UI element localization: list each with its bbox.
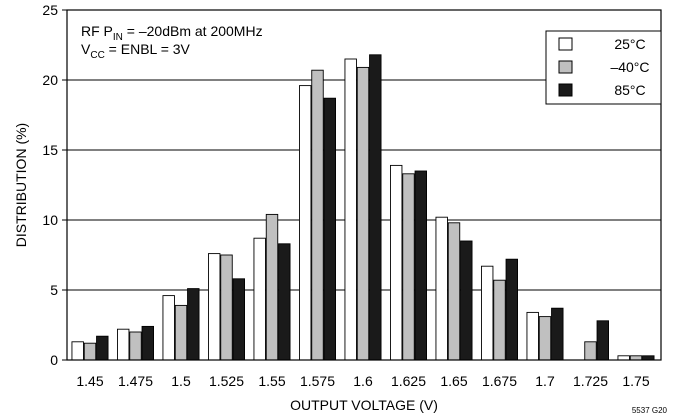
bar-85-C-1-55 — [278, 243, 291, 361]
legend-swatch-25-C — [558, 37, 573, 51]
bar-25-C-1-55 — [253, 237, 266, 361]
plot-frame — [66, 9, 662, 361]
y-tick-label-0: 0 — [50, 352, 58, 368]
legend-label-40-C: –40°C — [610, 59, 649, 75]
bar-85-C-1-675 — [505, 258, 518, 361]
legend-swatch-40-C — [558, 60, 573, 74]
bar-25-C-1-575 — [299, 85, 312, 361]
bar-85-C-1-575 — [323, 97, 336, 361]
bars — [71, 54, 655, 361]
bar-25-C-1-475 — [116, 328, 130, 361]
bar-25-C-1-65 — [435, 216, 448, 361]
bar-40-C-1-625 — [402, 173, 415, 361]
x-tick-label-1-575: 1.575 — [300, 373, 335, 389]
bar-85-C-1-525 — [232, 278, 246, 361]
legend-label-85-C: 85°C — [614, 82, 645, 98]
vcc-suffix: = ENBL = 3V — [105, 41, 191, 57]
figure-id: 5537 G20 — [632, 406, 668, 415]
bar-40-C-1-6 — [356, 66, 370, 361]
bar-85-C-1-7 — [551, 307, 564, 361]
y-tick-label-20: 20 — [42, 72, 58, 88]
y-axis-label: DISTRIBUTION (%) — [13, 123, 29, 247]
rf-suffix: = –20dBm at 200MHz — [123, 23, 263, 39]
bar-85-C-1-475 — [141, 325, 155, 361]
bar-40-C-1-525 — [220, 254, 233, 361]
rf-subscript: IN — [113, 32, 123, 43]
bar-40-C-1-45 — [83, 342, 97, 361]
bar-25-C-1-6 — [344, 58, 357, 361]
x-tick-label-1-725: 1.725 — [573, 373, 608, 389]
bar-25-C-1-625 — [390, 164, 403, 361]
bar-85-C-1-625 — [414, 170, 427, 361]
x-tick-label-1-6: 1.6 — [353, 373, 373, 389]
x-tick-label-1-55: 1.55 — [258, 373, 285, 389]
x-tick-label-1-45: 1.45 — [76, 373, 103, 389]
bar-40-C-1-65 — [447, 222, 461, 361]
x-tick-label-1-475: 1.475 — [118, 373, 153, 389]
vcc-subscript: CC — [90, 50, 104, 61]
bar-25-C-1-525 — [207, 253, 221, 361]
bar-25-C-1-75 — [617, 355, 630, 361]
bar-40-C-1-5 — [174, 304, 188, 361]
bar-85-C-1-75 — [642, 355, 655, 361]
y-tick-label-10: 10 — [42, 212, 58, 228]
bar-40-C-1-575 — [311, 69, 324, 361]
x-tick-label-1-625: 1.625 — [391, 373, 426, 389]
x-axis-label: OUTPUT VOLTAGE (V) — [290, 397, 438, 413]
bar-40-C-1-7 — [538, 316, 552, 361]
y-tick-label-25: 25 — [42, 2, 58, 18]
condition-annotation-vcc: VCC = ENBL = 3V — [81, 41, 191, 61]
rf-prefix: RF P — [81, 23, 113, 39]
legend-label-25-C: 25°C — [614, 36, 645, 52]
x-tick-label-1-65: 1.65 — [440, 373, 467, 389]
bar-25-C-1-675 — [481, 265, 494, 361]
y-tick-label-5: 5 — [50, 282, 58, 298]
bar-40-C-1-475 — [129, 331, 142, 361]
x-tick-labels: 1.45 1.475 1.5 1.525 1.55 1.575 1.6 1.625 1.65 1.… — [76, 373, 649, 389]
bar-40-C-1-75 — [629, 355, 643, 361]
x-tick-label-1-5: 1.5 — [171, 373, 191, 389]
legend-swatch-85-C — [558, 83, 573, 97]
x-tick-label-1-675: 1.675 — [482, 373, 517, 389]
y-tick-labels: 0 5 10 15 20 25 — [42, 2, 58, 368]
bar-40-C-1-725 — [584, 341, 597, 361]
bar-25-C-1-45 — [71, 341, 84, 361]
bar-85-C-1-5 — [187, 288, 200, 361]
x-tick-label-1-75: 1.75 — [622, 373, 649, 389]
bar-40-C-1-675 — [493, 279, 506, 361]
bar-85-C-1-725 — [596, 320, 609, 361]
bar-40-C-1-55 — [265, 213, 279, 361]
bar-25-C-1-7 — [526, 311, 539, 361]
bar-85-C-1-6 — [369, 54, 382, 361]
bar-85-C-1-65 — [460, 240, 473, 361]
vcc-prefix: V — [81, 41, 91, 57]
legend: 25°C –40°C 85°C — [545, 30, 662, 105]
condition-annotation-rf: RF PIN = –20dBm at 200MHz — [81, 23, 263, 43]
x-tick-label-1-525: 1.525 — [209, 373, 244, 389]
y-tick-label-15: 15 — [42, 142, 58, 158]
bar-25-C-1-5 — [162, 295, 175, 361]
x-tick-label-1-7: 1.7 — [535, 373, 555, 389]
axes — [66, 9, 662, 361]
bar-85-C-1-45 — [96, 335, 109, 361]
